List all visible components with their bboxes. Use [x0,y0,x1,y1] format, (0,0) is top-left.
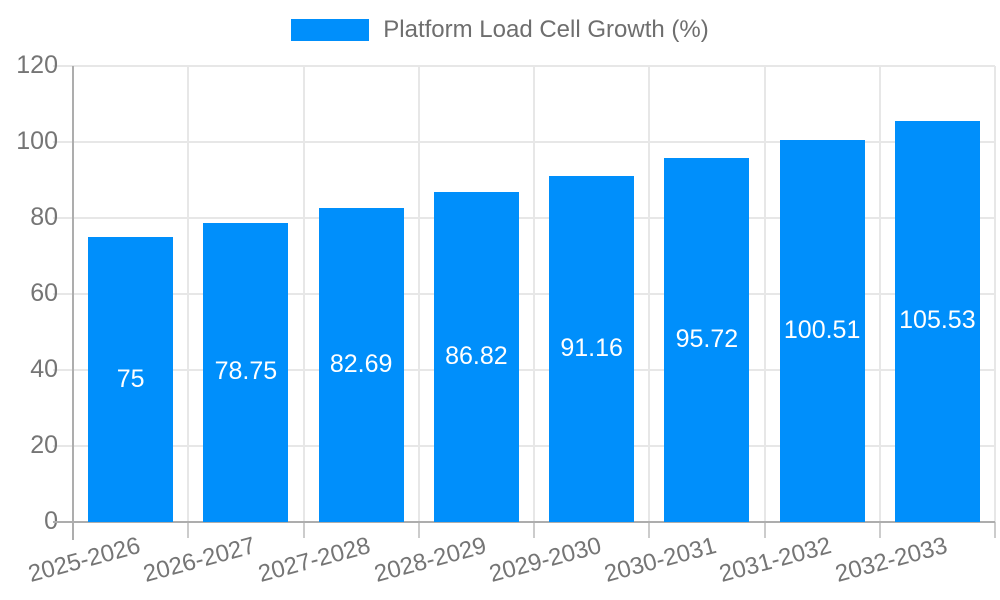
bar-value-label: 91.16 [560,333,623,362]
y-gridline [53,445,995,447]
y-gridline [53,141,995,143]
bar[interactable] [318,207,404,522]
y-axis-tick-label: 0 [44,507,58,535]
bar[interactable] [88,237,174,522]
y-axis-tick-label: 60 [30,279,58,307]
y-gridline [53,217,995,219]
x-axis-category-label-text: 2027-2028 [255,532,374,588]
x-axis-category-label-text: 2032-2033 [831,532,950,588]
x-axis-tick [302,522,305,538]
bar[interactable] [433,192,519,522]
bar[interactable] [664,158,750,522]
y-axis-tick-label: 80 [30,203,58,231]
bar-value-label: 86.82 [445,342,508,371]
bar[interactable] [894,120,980,522]
bar[interactable] [549,175,635,522]
x-axis-tick [763,522,766,538]
x-axis-line [53,521,995,523]
legend-swatch-icon [291,19,370,41]
x-axis-tick [187,522,190,538]
bar-value-label: 95.72 [675,325,739,354]
x-axis-tick [994,522,996,538]
x-gridline [648,66,651,522]
x-axis-tick [878,522,881,538]
x-gridline [878,66,881,522]
x-axis-category-label-text: 2031-2032 [716,532,835,588]
bar-value-label: 100.51 [783,316,861,345]
x-gridline [994,66,996,522]
bar-value-label: 75 [116,364,145,393]
x-gridline [417,66,420,522]
legend-item[interactable]: Platform Load Cell Growth (%) [0,18,1000,42]
x-axis-category-label-text: 2025-2026 [25,532,144,588]
x-gridline [187,66,190,522]
y-axis-tick-label: 120 [16,51,58,79]
x-axis-category-label-text: 2026-2027 [140,532,259,588]
x-axis-tick [417,522,420,538]
bar-value-label: 105.53 [899,306,976,335]
legend-label: Platform Load Cell Growth (%) [383,16,709,43]
y-axis-tick-label: 20 [30,431,58,459]
bar[interactable] [779,140,865,522]
y-gridline [53,369,995,371]
x-axis-tick [533,522,535,538]
bar[interactable] [203,222,289,522]
x-gridline [302,66,305,522]
x-axis-category-label-text: 2028-2029 [370,532,489,588]
x-axis-category-label-text: 2029-2030 [486,532,605,588]
x-gridline [763,66,766,522]
y-axis-line [72,66,74,540]
x-axis-tick [648,522,651,538]
bar-value-label: 82.69 [329,349,393,378]
bar-value-label: 78.75 [214,357,278,386]
y-axis-tick-label: 40 [30,355,58,383]
y-gridline [53,65,995,67]
x-gridline [533,66,535,522]
x-axis-category-label-text: 2030-2031 [601,532,720,588]
y-gridline [53,293,995,295]
y-axis-tick-label: 100 [16,127,58,155]
